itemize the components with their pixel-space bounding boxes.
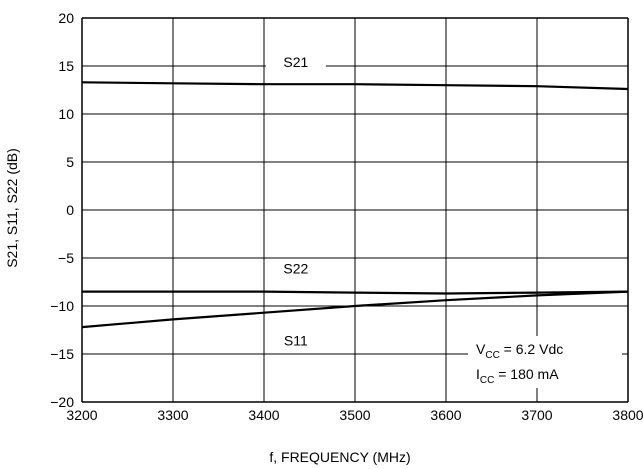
y-tick-5: −5 bbox=[58, 250, 74, 266]
bias-annotation: VCC = 6.2 Vdc ICC = 180 mA bbox=[476, 341, 563, 386]
series-line-s11 bbox=[81, 290, 629, 329]
tick-labels: 3200 3300 3400 3500 3600 3700 3800 20 15 10 5 0 −5 −1… bbox=[50, 10, 643, 423]
y-tick-3: 5 bbox=[66, 154, 74, 170]
series-lines bbox=[81, 81, 629, 329]
series-line-s21 bbox=[81, 81, 629, 91]
series-label-s21: S21 bbox=[283, 54, 308, 70]
x-tick-3200: 3200 bbox=[66, 407, 97, 423]
label-bg-s21 bbox=[265, 53, 326, 71]
label-bg-s22 bbox=[265, 259, 326, 278]
x-tick-3700: 3700 bbox=[521, 407, 552, 423]
x-tick-3600: 3600 bbox=[430, 407, 461, 423]
x-axis-label: f, FREQUENCY (MHz) bbox=[269, 449, 410, 465]
x-tick-3500: 3500 bbox=[339, 407, 370, 423]
x-tick-3800: 3800 bbox=[612, 407, 643, 423]
y-tick-7: −15 bbox=[50, 346, 74, 362]
y-tick-8: −20 bbox=[50, 394, 74, 410]
series-labels: S21 S22 S11 bbox=[265, 53, 326, 348]
vcc-sub: CC bbox=[485, 350, 499, 361]
x-tick-3300: 3300 bbox=[157, 407, 188, 423]
icc-annotation: ICC = 180 mA bbox=[476, 366, 559, 386]
vcc-main: V bbox=[476, 341, 486, 357]
x-tick-3400: 3400 bbox=[248, 407, 279, 423]
series-label-s22: S22 bbox=[283, 260, 308, 276]
y-tick-2: 10 bbox=[58, 106, 74, 122]
y-tick-1: 15 bbox=[58, 58, 74, 74]
y-tick-4: 0 bbox=[66, 202, 74, 218]
y-tick-0: 20 bbox=[58, 10, 74, 26]
icc-main: I bbox=[476, 366, 480, 382]
annotation-background bbox=[468, 336, 622, 388]
vcc-annotation: VCC = 6.2 Vdc bbox=[476, 341, 563, 361]
series-line-s22 bbox=[82, 290, 629, 295]
series-label-s11: S11 bbox=[284, 332, 308, 348]
y-tick-6: −10 bbox=[50, 298, 74, 314]
icc-sub: CC bbox=[480, 375, 494, 386]
icc-value: = 180 mA bbox=[494, 366, 559, 382]
y-axis-label: S21, S11, S22 (dB) bbox=[4, 148, 20, 268]
vcc-value: = 6.2 Vdc bbox=[500, 341, 563, 357]
